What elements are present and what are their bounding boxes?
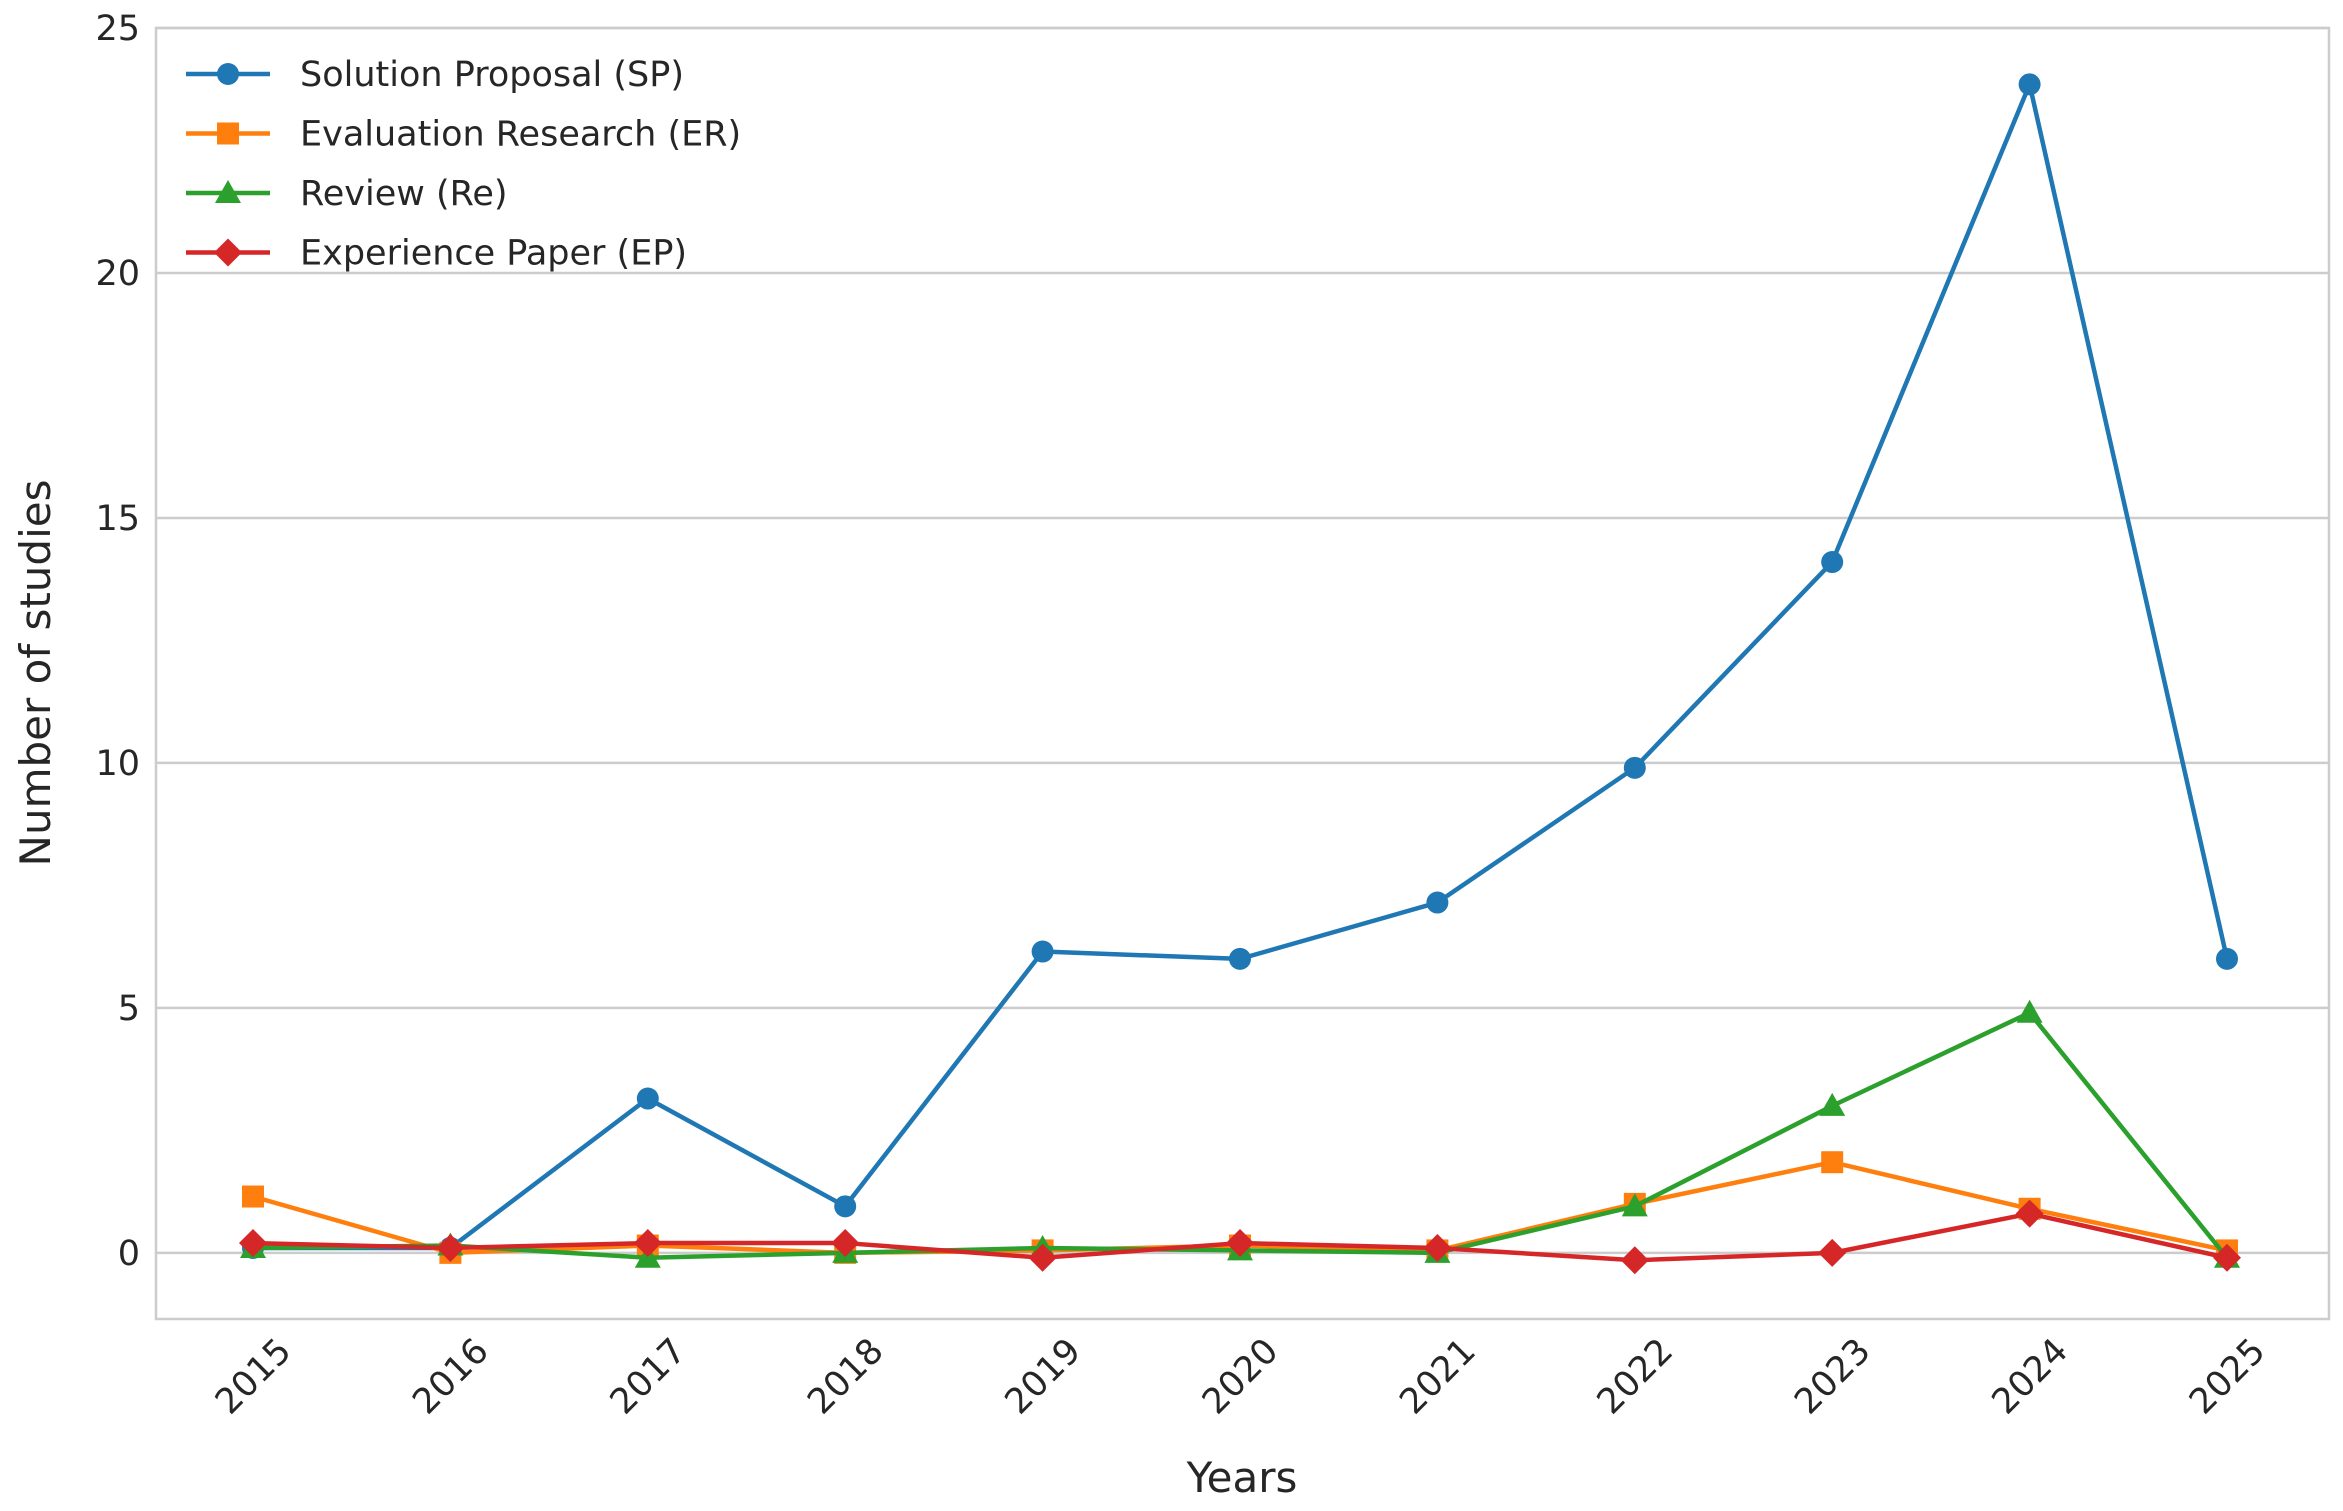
series-4 xyxy=(239,1199,2241,1275)
legend-item: Solution Proposal (SP) xyxy=(186,55,684,95)
legend-label: Experience Paper (EP) xyxy=(300,234,687,274)
x-tick-label: 2023 xyxy=(1787,1331,1878,1422)
x-axis-label: Years xyxy=(1186,1453,1298,1502)
x-tick-label: 2021 xyxy=(1392,1331,1483,1422)
data-point xyxy=(1229,947,1251,970)
x-tick-label: 2024 xyxy=(1985,1331,2076,1422)
legend-label: Solution Proposal (SP) xyxy=(300,55,684,95)
data-point xyxy=(1818,1238,1847,1267)
plot-frame xyxy=(154,26,2331,1321)
data-point xyxy=(1423,1233,1452,1262)
y-tick-label: 5 xyxy=(118,989,140,1029)
data-point xyxy=(2015,1199,2044,1228)
data-point xyxy=(2216,947,2238,970)
data-point xyxy=(436,1233,465,1262)
y-tick-label: 10 xyxy=(95,744,140,784)
data-point xyxy=(1819,1092,1846,1116)
x-tick-label: 2025 xyxy=(2182,1331,2273,1422)
y-tick-labels: 0 5 10 15 20 25 xyxy=(95,9,140,1274)
legend-item: Experience Paper (EP) xyxy=(186,234,687,274)
data-point xyxy=(1028,1243,1057,1272)
x-tick-label: 2020 xyxy=(1195,1331,1286,1422)
data-point xyxy=(1621,1193,1648,1217)
plot-area xyxy=(156,28,2329,1319)
y-tick-label: 15 xyxy=(95,499,140,539)
legend-marker xyxy=(217,122,239,145)
data-point xyxy=(2213,1243,2241,1272)
series-group xyxy=(239,73,2241,1275)
data-point xyxy=(1226,1229,1254,1258)
data-point xyxy=(1623,756,1646,779)
y-tick-label: 25 xyxy=(95,9,140,49)
data-point xyxy=(831,1229,860,1258)
data-point xyxy=(1821,551,1844,574)
y-axis-label: Number of studies xyxy=(11,480,60,867)
data-point xyxy=(1620,1246,1649,1275)
legend: Solution Proposal (SP) Evaluation Researc… xyxy=(186,55,741,274)
data-point xyxy=(2018,73,2041,96)
x-tick-label: 2022 xyxy=(1590,1331,1681,1422)
x-tick-label: 2019 xyxy=(998,1331,1089,1422)
data-point xyxy=(1031,940,1054,963)
data-point xyxy=(636,1087,659,1110)
legend-item: Review (Re) xyxy=(186,174,508,214)
x-tick-label: 2016 xyxy=(405,1331,496,1422)
data-point xyxy=(242,1185,264,1208)
legend-label: Evaluation Research (ER) xyxy=(300,115,741,155)
x-tick-label: 2017 xyxy=(603,1331,694,1422)
y-tick-label: 20 xyxy=(95,254,140,294)
data-point xyxy=(2016,999,2043,1023)
legend-marker xyxy=(215,180,241,203)
data-point xyxy=(834,1195,857,1218)
legend-item: Evaluation Research (ER) xyxy=(186,115,741,155)
legend-marker xyxy=(217,63,239,85)
legend-marker xyxy=(214,238,242,267)
data-point xyxy=(239,1229,267,1258)
y-tick-label: 0 xyxy=(118,1234,140,1274)
x-tick-labels: 2015 2016 2017 2018 2019 2020 2021 2022 2023 2024… xyxy=(208,1331,2273,1422)
legend-label: Review (Re) xyxy=(300,174,508,214)
data-point xyxy=(1821,1151,1844,1174)
data-point xyxy=(633,1229,662,1258)
data-point xyxy=(1426,891,1449,914)
x-tick-label: 2015 xyxy=(208,1331,299,1422)
x-tick-label: 2018 xyxy=(800,1331,891,1422)
